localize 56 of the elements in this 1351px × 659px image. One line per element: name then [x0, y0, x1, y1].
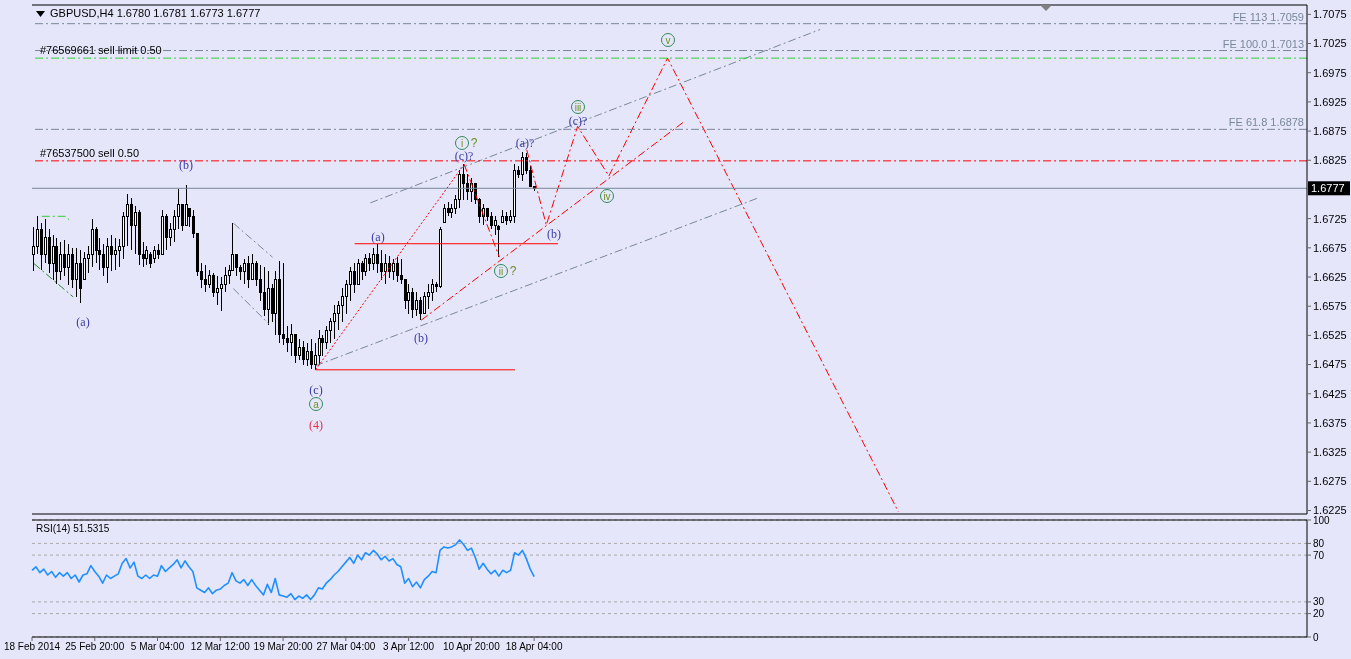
y-tick-label: 80: [1313, 537, 1325, 549]
x-tick-label: 3 Apr 12:00: [383, 641, 435, 653]
y-tick-label: 1.6525: [1313, 329, 1347, 342]
x-tick-label: 12 Mar 12:00: [190, 641, 251, 653]
annotation: (c)?: [568, 114, 588, 129]
y-tick-label: 1.6375: [1313, 416, 1347, 429]
y-tick-label: 0: [1313, 631, 1319, 643]
y-tick-label: 1.6975: [1313, 66, 1347, 79]
x-tick-label: 25 Feb 20:00: [65, 641, 125, 653]
ref-line-label: FE 100.0 1.7013: [1222, 37, 1304, 50]
x-tick-label: 18 Apr 04:00: [505, 641, 563, 653]
y-tick-label: 1.6825: [1313, 154, 1347, 167]
ref-line-label: #76537500 sell 0.50: [40, 146, 140, 159]
annotation: (c): [309, 383, 323, 398]
y-tick-label: 30: [1313, 596, 1325, 608]
x-tick-label: 18 Feb 2014: [3, 641, 61, 653]
y-tick-label: 1.6425: [1313, 387, 1347, 400]
y-tick-label: 1.6575: [1313, 300, 1347, 313]
annotation: (a): [371, 230, 385, 245]
ref-line-label: 1.6777: [1311, 182, 1345, 195]
annotation: a: [313, 398, 320, 410]
y-tick-label: 1.6225: [1313, 504, 1347, 517]
chart-title: GBPUSD,H4 1.6780 1.6781 1.6773 1.6777: [50, 7, 261, 20]
annotation: (b): [547, 227, 561, 242]
annotation: ?: [509, 264, 517, 279]
ref-line-label: FE 61.8 1.6878: [1228, 116, 1304, 129]
y-tick-label: 1.6875: [1313, 124, 1347, 137]
annotation: (a): [76, 315, 90, 330]
x-tick-label: 10 Apr 20:00: [443, 641, 501, 653]
y-tick-label: 1.7075: [1313, 8, 1347, 21]
y-tick-label: 1.6275: [1313, 475, 1347, 488]
x-tick-label: 27 Mar 04:00: [316, 641, 376, 653]
annotation: i: [460, 137, 464, 149]
y-tick-label: 1.6725: [1313, 212, 1347, 225]
y-tick-label: 70: [1313, 549, 1325, 561]
annotation: (c)?: [454, 149, 474, 164]
annotation: v: [665, 34, 671, 46]
annotation: (b): [179, 158, 193, 173]
y-tick-label: 1.6925: [1313, 95, 1347, 108]
x-tick-label: 19 Mar 20:00: [253, 641, 313, 653]
chart-title: RSI(14) 51.5315: [36, 522, 110, 535]
ref-line-label: #76569661 sell limit 0.50: [40, 44, 162, 57]
y-tick-label: 20: [1313, 608, 1325, 620]
annotation: (4): [309, 418, 323, 433]
annotation: ii: [498, 265, 504, 277]
annotation: ?: [470, 136, 478, 151]
y-tick-label: 1.7025: [1313, 37, 1347, 50]
y-tick-label: 100: [1313, 514, 1331, 526]
y-tick-label: 1.6475: [1313, 358, 1347, 371]
annotation: (a)?: [515, 136, 535, 151]
y-tick-label: 1.6325: [1313, 446, 1347, 459]
ref-line-label: FE 113 1.7059: [1232, 10, 1304, 23]
annotation: (b): [414, 331, 428, 346]
y-tick-label: 1.6625: [1313, 270, 1347, 283]
x-tick-label: 5 Mar 04:00: [130, 641, 185, 653]
y-tick-label: 1.6675: [1313, 241, 1347, 254]
